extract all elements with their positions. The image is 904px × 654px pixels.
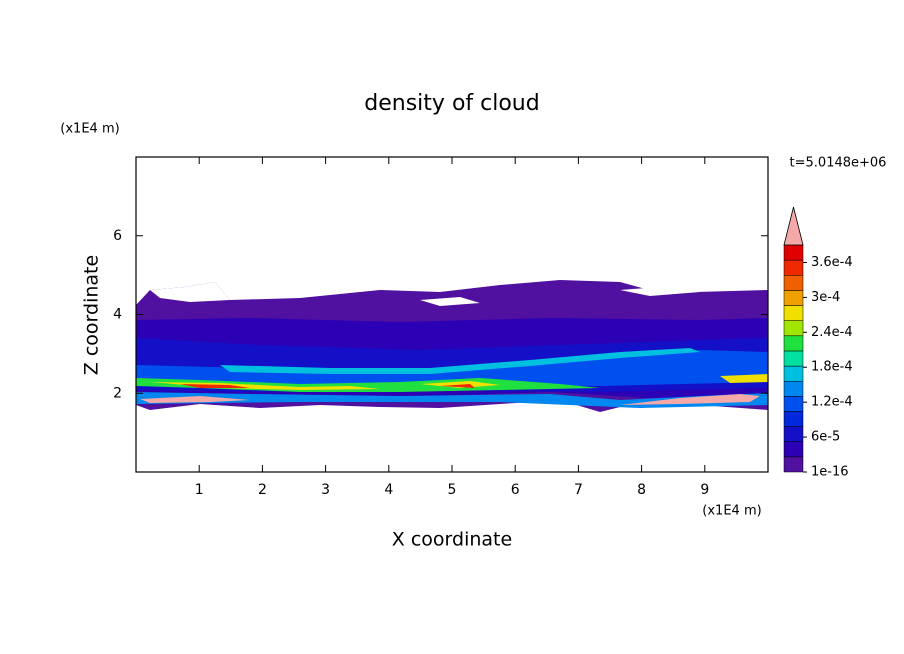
colorbar-label: 6e-5 — [811, 430, 840, 445]
x-tick-label: 8 — [637, 482, 646, 498]
y-tick-label: 2 — [113, 385, 122, 401]
colorbar-band — [783, 365, 804, 382]
x-unit: (x1E4 m) — [702, 504, 761, 519]
x-tick-label: 5 — [448, 482, 457, 498]
contour-region — [180, 384, 475, 388]
colorbar-band — [783, 320, 804, 337]
colorbar-band — [783, 396, 804, 412]
colorbar-label: 1e-16 — [811, 465, 849, 480]
colorbar-label: 2.4e-4 — [811, 325, 853, 340]
x-tick-label: 7 — [574, 482, 583, 498]
colorbar-band — [783, 426, 804, 442]
x-tick-label: 2 — [258, 482, 267, 498]
colorbar-band — [783, 380, 804, 397]
y-tick-label: 6 — [113, 228, 122, 244]
colorbar-band — [783, 275, 804, 291]
contour-region — [136, 392, 768, 408]
chart-title: density of cloud — [364, 91, 539, 116]
x-tick-label: 1 — [195, 482, 204, 498]
colorbar-label: 1.8e-4 — [811, 360, 853, 375]
contour-field — [136, 280, 768, 412]
x-axis-label: X coordinate — [392, 529, 512, 551]
colorbar-band — [783, 259, 804, 276]
contour-region — [150, 282, 730, 368]
x-tick-label: 3 — [321, 482, 330, 498]
colorbar-band — [783, 411, 804, 427]
colorbar-band — [783, 350, 804, 367]
colorbar-label: 1.2e-4 — [811, 395, 853, 410]
y-unit: (x1E4 m) — [60, 122, 119, 137]
colorbar-band — [783, 244, 804, 261]
colorbar-over — [783, 206, 804, 246]
y-tick-label: 4 — [113, 307, 122, 323]
y-axis-label: Z coordinate — [81, 255, 103, 375]
annotation: t=5.0148e+06 — [790, 156, 887, 171]
x-tick-label: 9 — [700, 482, 709, 498]
colorbar-band — [783, 335, 804, 352]
contour-region — [220, 348, 700, 374]
x-tick-label: 6 — [511, 482, 520, 498]
colorbar-band — [783, 441, 804, 458]
colorbar-band — [783, 456, 804, 473]
colorbar-label: 3e-4 — [811, 290, 840, 305]
contour-region — [150, 374, 768, 390]
colorbar-band — [783, 290, 804, 306]
colorbar-band — [783, 305, 804, 321]
x-tick-label: 4 — [384, 482, 393, 498]
colorbar-label: 3.6e-4 — [811, 255, 853, 270]
